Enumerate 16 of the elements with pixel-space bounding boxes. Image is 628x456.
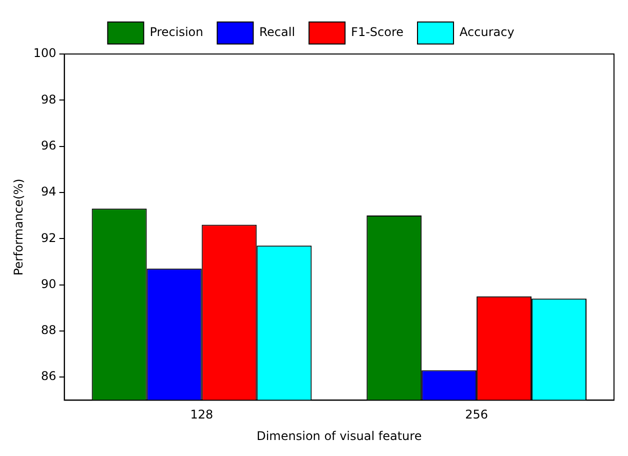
y-tick-label: 100 — [33, 46, 56, 60]
legend-label: Precision — [150, 25, 204, 40]
y-axis-title: Performance(%) — [11, 178, 26, 276]
y-tick-label: 96 — [41, 138, 56, 152]
y-tick-label: 90 — [41, 276, 56, 291]
x-tick-label: 256 — [465, 408, 488, 422]
y-tick-label: 86 — [41, 369, 56, 384]
y-tick-label: 88 — [41, 323, 56, 338]
legend-label: Accuracy — [460, 25, 514, 40]
legend-label: F1-Score — [351, 25, 404, 40]
x-axis-title: Dimension of visual feature — [256, 428, 422, 443]
y-tick-label: 92 — [41, 230, 56, 245]
y-tick-label: 98 — [41, 92, 56, 106]
legend-label: Recall — [259, 25, 296, 40]
x-tick-label: 128 — [190, 408, 214, 422]
y-tick-label: 94 — [41, 184, 56, 199]
